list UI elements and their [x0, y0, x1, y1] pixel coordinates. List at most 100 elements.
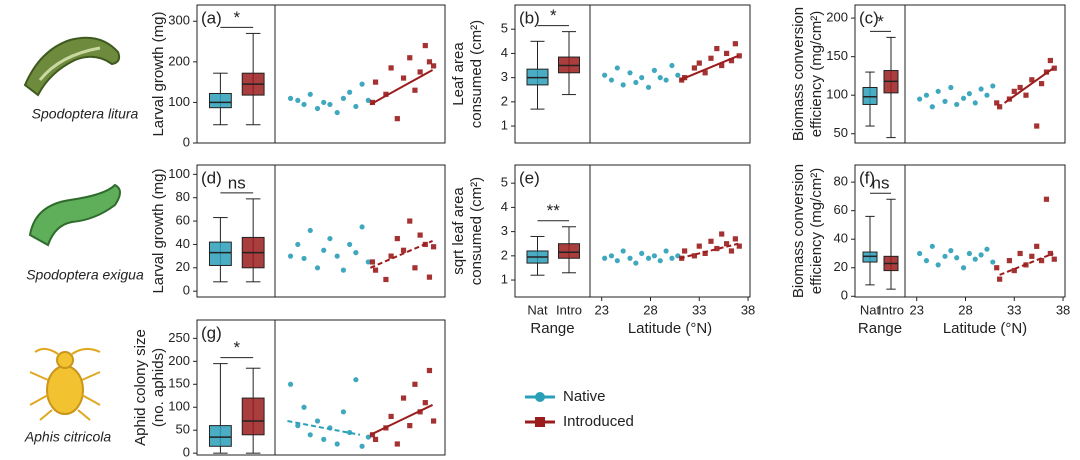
aphid-icon	[29, 348, 101, 421]
point	[327, 101, 333, 108]
y-axis-label: (no. aphids)	[150, 348, 167, 427]
point	[1038, 81, 1045, 87]
point	[394, 235, 400, 242]
panel-frame	[514, 164, 751, 298]
series-group	[241, 198, 437, 283]
significance-label: *	[877, 12, 884, 31]
series-group	[208, 217, 371, 283]
point	[327, 235, 333, 242]
point	[972, 100, 978, 106]
y-tick-label: 100	[168, 94, 190, 109]
point	[1047, 57, 1053, 64]
point	[394, 441, 400, 447]
point	[923, 92, 930, 98]
point	[430, 418, 437, 424]
point	[314, 265, 321, 271]
series-group	[883, 196, 1057, 290]
point	[369, 259, 376, 265]
point	[719, 62, 725, 69]
point	[614, 258, 620, 264]
species-label: Spodoptera litura	[32, 106, 139, 122]
y-tick-label: 0	[183, 134, 190, 149]
y-tick-label: 60	[176, 213, 190, 228]
y-tick-label: 200	[168, 353, 190, 368]
point	[929, 243, 935, 249]
point	[723, 50, 730, 57]
panel-frame	[196, 164, 446, 298]
point	[347, 241, 353, 248]
trend-line	[369, 404, 433, 436]
point	[353, 377, 359, 383]
point	[691, 253, 697, 259]
point	[929, 104, 935, 110]
significance-label: *	[233, 338, 240, 357]
point	[340, 95, 347, 101]
point	[728, 248, 735, 254]
point	[365, 434, 371, 440]
point	[736, 243, 742, 249]
point	[412, 381, 418, 387]
point	[608, 77, 615, 83]
y-tick-label: 20	[834, 259, 848, 274]
y-tick-label: 150	[168, 376, 190, 391]
point	[978, 86, 984, 92]
point	[1023, 92, 1029, 98]
point	[422, 42, 428, 49]
panel-frame	[196, 4, 446, 144]
point	[708, 55, 714, 61]
legend-label: Introduced	[563, 413, 634, 430]
point	[984, 246, 990, 252]
point	[1043, 196, 1050, 202]
point	[923, 258, 930, 264]
y-tick-label: 0	[183, 283, 190, 298]
point	[301, 404, 307, 410]
y-tick-label: 300	[168, 13, 190, 28]
point	[1006, 258, 1012, 264]
box	[208, 241, 232, 266]
x-tick-label: 33	[1007, 302, 1021, 317]
trend-line	[679, 242, 739, 260]
x-tick-label: 28	[643, 302, 657, 317]
legend-marker	[535, 392, 545, 402]
point	[620, 82, 626, 88]
point	[372, 267, 379, 273]
point	[645, 255, 652, 261]
panel-label: (g)	[201, 323, 222, 342]
point	[732, 41, 738, 47]
y-tick-label: 4	[501, 199, 508, 214]
point	[287, 253, 294, 259]
point	[287, 381, 294, 387]
point	[1017, 84, 1023, 91]
point	[400, 395, 407, 401]
point	[400, 75, 407, 81]
y-tick-label: 1	[501, 271, 508, 286]
point	[422, 400, 428, 406]
significance-label: ns	[228, 173, 246, 192]
point	[954, 101, 960, 108]
point	[663, 248, 669, 254]
x-tick-label: Intro	[878, 302, 904, 317]
point	[394, 116, 400, 122]
significance-label: *	[550, 6, 557, 25]
y-tick-label: 100	[168, 166, 190, 181]
point	[1034, 123, 1040, 129]
y-axis-label: sqrt leaf area	[450, 187, 467, 275]
point	[372, 436, 379, 442]
x-tick-label: 28	[958, 302, 972, 317]
point	[702, 70, 708, 76]
point	[714, 245, 720, 252]
point	[994, 265, 1000, 271]
point	[407, 55, 413, 61]
legend: Native Introduced	[525, 388, 634, 430]
legend-marker	[535, 417, 545, 427]
point	[669, 62, 675, 69]
x-axis-label: Range	[530, 320, 574, 337]
point	[917, 96, 923, 102]
point	[388, 65, 394, 71]
point	[633, 79, 639, 86]
point	[365, 97, 371, 103]
point	[657, 75, 663, 81]
point	[728, 58, 735, 64]
box	[862, 86, 878, 105]
